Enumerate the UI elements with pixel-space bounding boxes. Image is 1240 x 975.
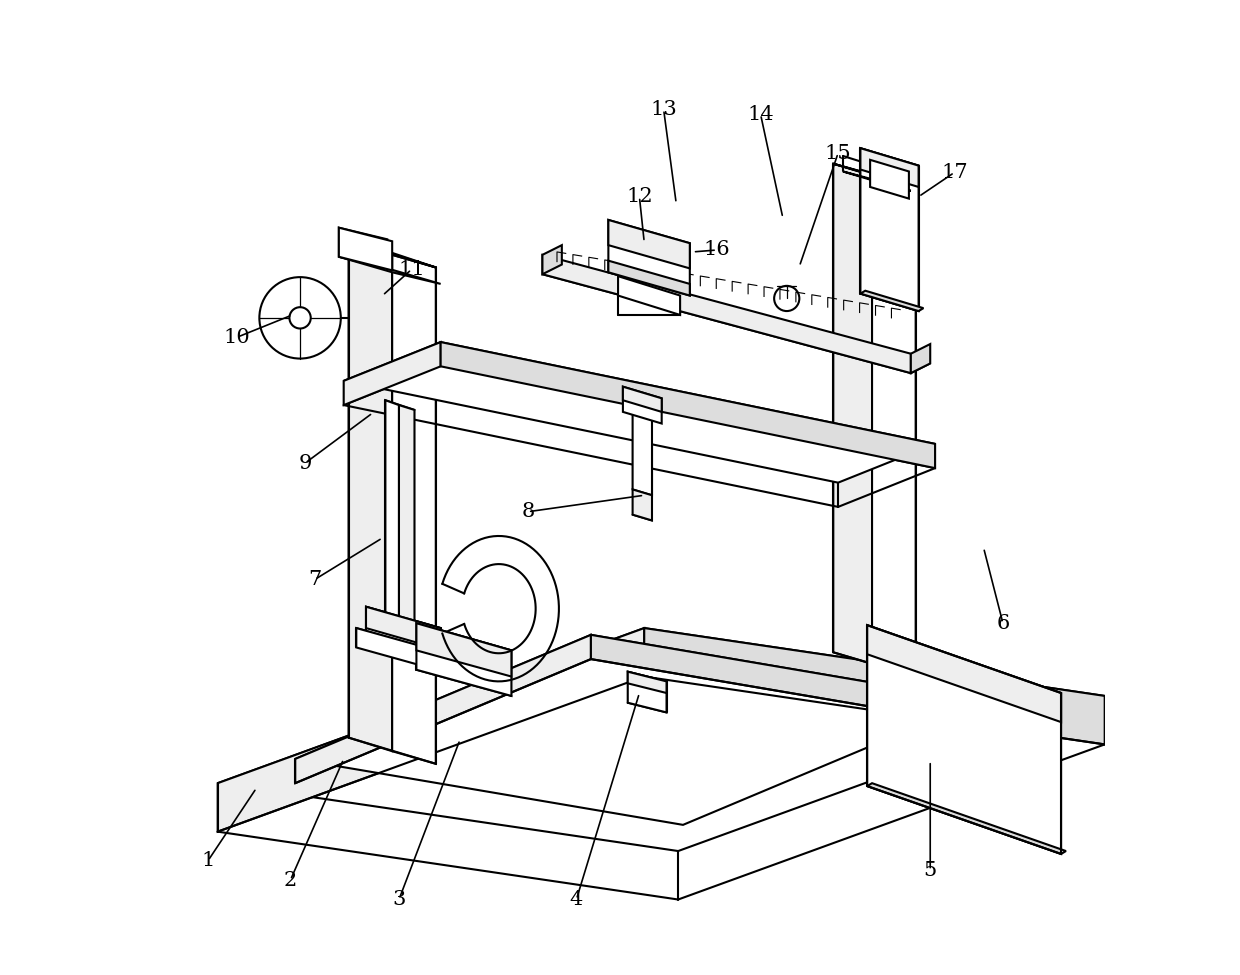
Polygon shape [609, 220, 689, 268]
Polygon shape [833, 164, 872, 664]
Polygon shape [833, 164, 915, 187]
Polygon shape [417, 623, 511, 696]
Polygon shape [542, 245, 562, 274]
Text: 8: 8 [521, 502, 534, 522]
Polygon shape [343, 342, 440, 405]
Polygon shape [343, 342, 935, 483]
Polygon shape [417, 623, 511, 677]
Polygon shape [366, 606, 440, 652]
Text: 9: 9 [299, 453, 311, 473]
Text: 15: 15 [825, 143, 852, 163]
Polygon shape [440, 342, 935, 468]
Polygon shape [627, 672, 667, 713]
Text: 16: 16 [703, 241, 730, 259]
Polygon shape [861, 148, 919, 187]
Polygon shape [867, 783, 1066, 854]
Polygon shape [867, 625, 1061, 854]
Polygon shape [542, 254, 911, 373]
Polygon shape [843, 172, 911, 191]
Polygon shape [632, 489, 652, 521]
Polygon shape [386, 401, 399, 623]
Polygon shape [911, 344, 930, 373]
Polygon shape [861, 148, 919, 311]
Polygon shape [339, 228, 392, 270]
Text: 2: 2 [284, 871, 298, 889]
Polygon shape [348, 240, 435, 267]
Polygon shape [632, 406, 652, 495]
Text: 5: 5 [924, 861, 937, 879]
Polygon shape [609, 220, 689, 295]
Polygon shape [339, 256, 440, 284]
Polygon shape [622, 387, 662, 411]
Polygon shape [861, 291, 924, 311]
Text: 6: 6 [996, 613, 1009, 633]
Text: 12: 12 [626, 187, 652, 206]
Polygon shape [366, 606, 440, 649]
Polygon shape [622, 387, 662, 423]
Polygon shape [867, 625, 1061, 722]
Text: 13: 13 [650, 99, 677, 119]
Text: 4: 4 [569, 890, 583, 909]
Polygon shape [218, 628, 645, 832]
Polygon shape [870, 160, 909, 199]
Text: 3: 3 [392, 890, 405, 909]
Polygon shape [872, 176, 915, 677]
Polygon shape [627, 672, 667, 693]
Polygon shape [609, 260, 689, 295]
Text: 14: 14 [748, 104, 774, 124]
Text: 10: 10 [223, 328, 250, 347]
Polygon shape [218, 628, 1105, 851]
Polygon shape [618, 276, 680, 315]
Polygon shape [542, 264, 930, 373]
Polygon shape [339, 228, 387, 268]
Polygon shape [645, 628, 1105, 744]
Polygon shape [591, 635, 978, 725]
Polygon shape [399, 405, 414, 628]
Text: 11: 11 [398, 260, 425, 279]
Polygon shape [392, 254, 435, 763]
Polygon shape [295, 635, 978, 825]
Polygon shape [348, 240, 392, 751]
Text: 1: 1 [201, 851, 215, 871]
Polygon shape [356, 628, 450, 674]
Text: 7: 7 [308, 570, 321, 589]
Polygon shape [295, 635, 591, 783]
Text: 17: 17 [941, 163, 967, 182]
